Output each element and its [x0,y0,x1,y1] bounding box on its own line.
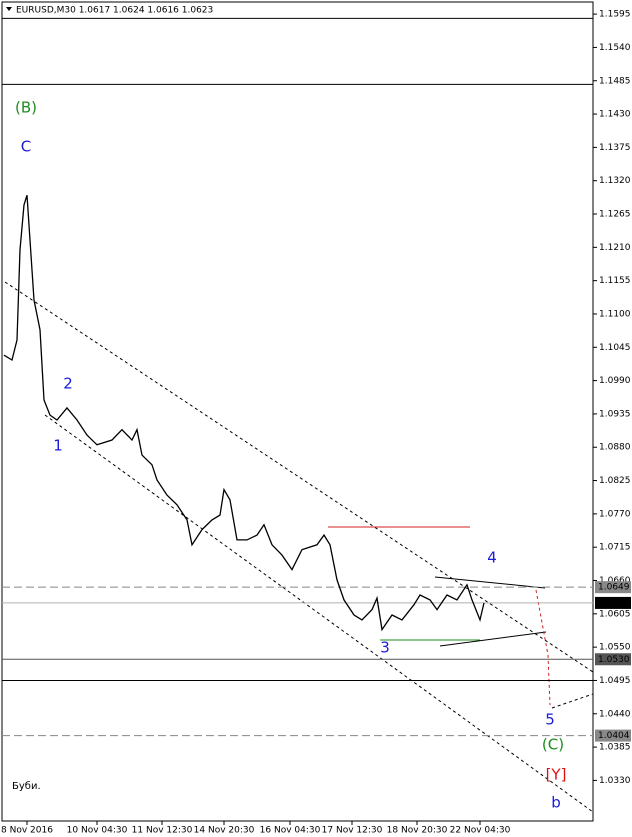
projection-line [551,693,594,709]
y-tick-label: 1.0385 [599,743,631,753]
y-tick-label: 1.0880 [599,443,631,453]
y-tick-label: 1.1210 [599,243,631,253]
y-tick-label: 1.0550 [599,643,631,653]
y-tick-label: 1.1265 [599,210,631,220]
y-tick-label: 1.1100 [599,309,631,319]
x-tick-label: 8 Nov 2016 [1,826,53,836]
price-level-badge [595,729,631,742]
y-tick-label: 1.1430 [599,110,631,120]
trend-channel-lower [44,414,594,813]
note: Буби. [12,781,41,792]
wave-label: C [21,138,31,156]
price-line [3,195,485,632]
y-tick-label: 1.0935 [599,409,631,419]
plot-frame [1,1,594,822]
wave-label: 1 [53,437,63,455]
x-tick-label: 11 Nov 12:30 [132,826,193,836]
y-tick-label: 1.1155 [599,276,631,286]
menu-arrow[interactable] [6,7,12,11]
x-tick-label: 18 Nov 20:30 [387,826,448,836]
wave-label: (C) [542,736,564,754]
wave-label: 2 [63,375,73,393]
y-tick-label: 1.0495 [599,676,631,686]
wave-label: 4 [487,549,497,567]
wave-label: b [551,794,561,812]
y-tick-label: 1.0715 [599,543,631,553]
x-tick-label: 10 Nov 04:30 [67,826,128,836]
y-tick-label: 1.1320 [599,176,631,186]
wave-label: 5 [545,711,555,729]
y-tick-label: 1.1595 [599,10,631,20]
y-tick-label: 1.0770 [599,509,631,519]
price-level-label: 1.0530 [598,655,630,665]
price-level-badge [595,581,631,594]
y-tick-label: 1.1485 [599,76,631,86]
y-tick-label: 1.1045 [599,343,631,353]
price-level-label: 1.0623 [598,598,630,608]
x-tick-label: 17 Nov 12:30 [322,826,383,836]
chart-title: EURUSD,M30 1.0617 1.0624 1.0616 1.0623 [16,6,213,16]
y-tick-label: 1.0330 [599,776,631,786]
x-tick-label: 22 Nov 04:30 [450,826,511,836]
y-tick-label: 1.0440 [599,709,631,719]
wave-label: (B) [15,99,37,117]
wave-label: 3 [380,639,390,657]
y-tick-label: 1.0825 [599,476,631,486]
wave-label: [Y] [546,766,567,784]
price-level-label: 1.0404 [598,731,630,741]
y-tick-label: 1.0605 [599,609,631,619]
y-tick-label: 1.0990 [599,376,631,386]
y-tick-label: 1.1540 [599,43,631,53]
y-tick-label: 1.1375 [599,143,631,153]
projection-path [535,589,551,706]
triangle-lower [439,631,547,647]
triangle-upper [434,576,546,589]
y-tick-label: 1.0660 [599,576,631,586]
x-tick-label: 16 Nov 04:30 [260,826,321,836]
price-level-badge [595,596,631,609]
x-tick-label: 14 Nov 20:30 [194,826,255,836]
price-level-label: 1.0649 [598,583,630,593]
price-level-badge [595,653,631,666]
